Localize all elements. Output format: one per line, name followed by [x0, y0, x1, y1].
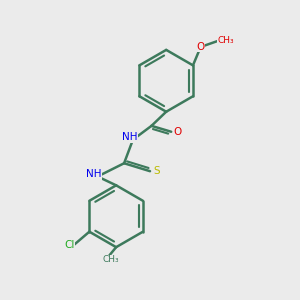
Text: Cl: Cl [64, 240, 75, 250]
Text: CH₃: CH₃ [218, 36, 234, 45]
Text: NH: NH [122, 132, 138, 142]
Text: S: S [153, 166, 160, 176]
Text: CH₃: CH₃ [103, 255, 119, 264]
Text: NH: NH [86, 169, 102, 179]
Text: O: O [174, 127, 182, 137]
Text: O: O [196, 42, 205, 52]
